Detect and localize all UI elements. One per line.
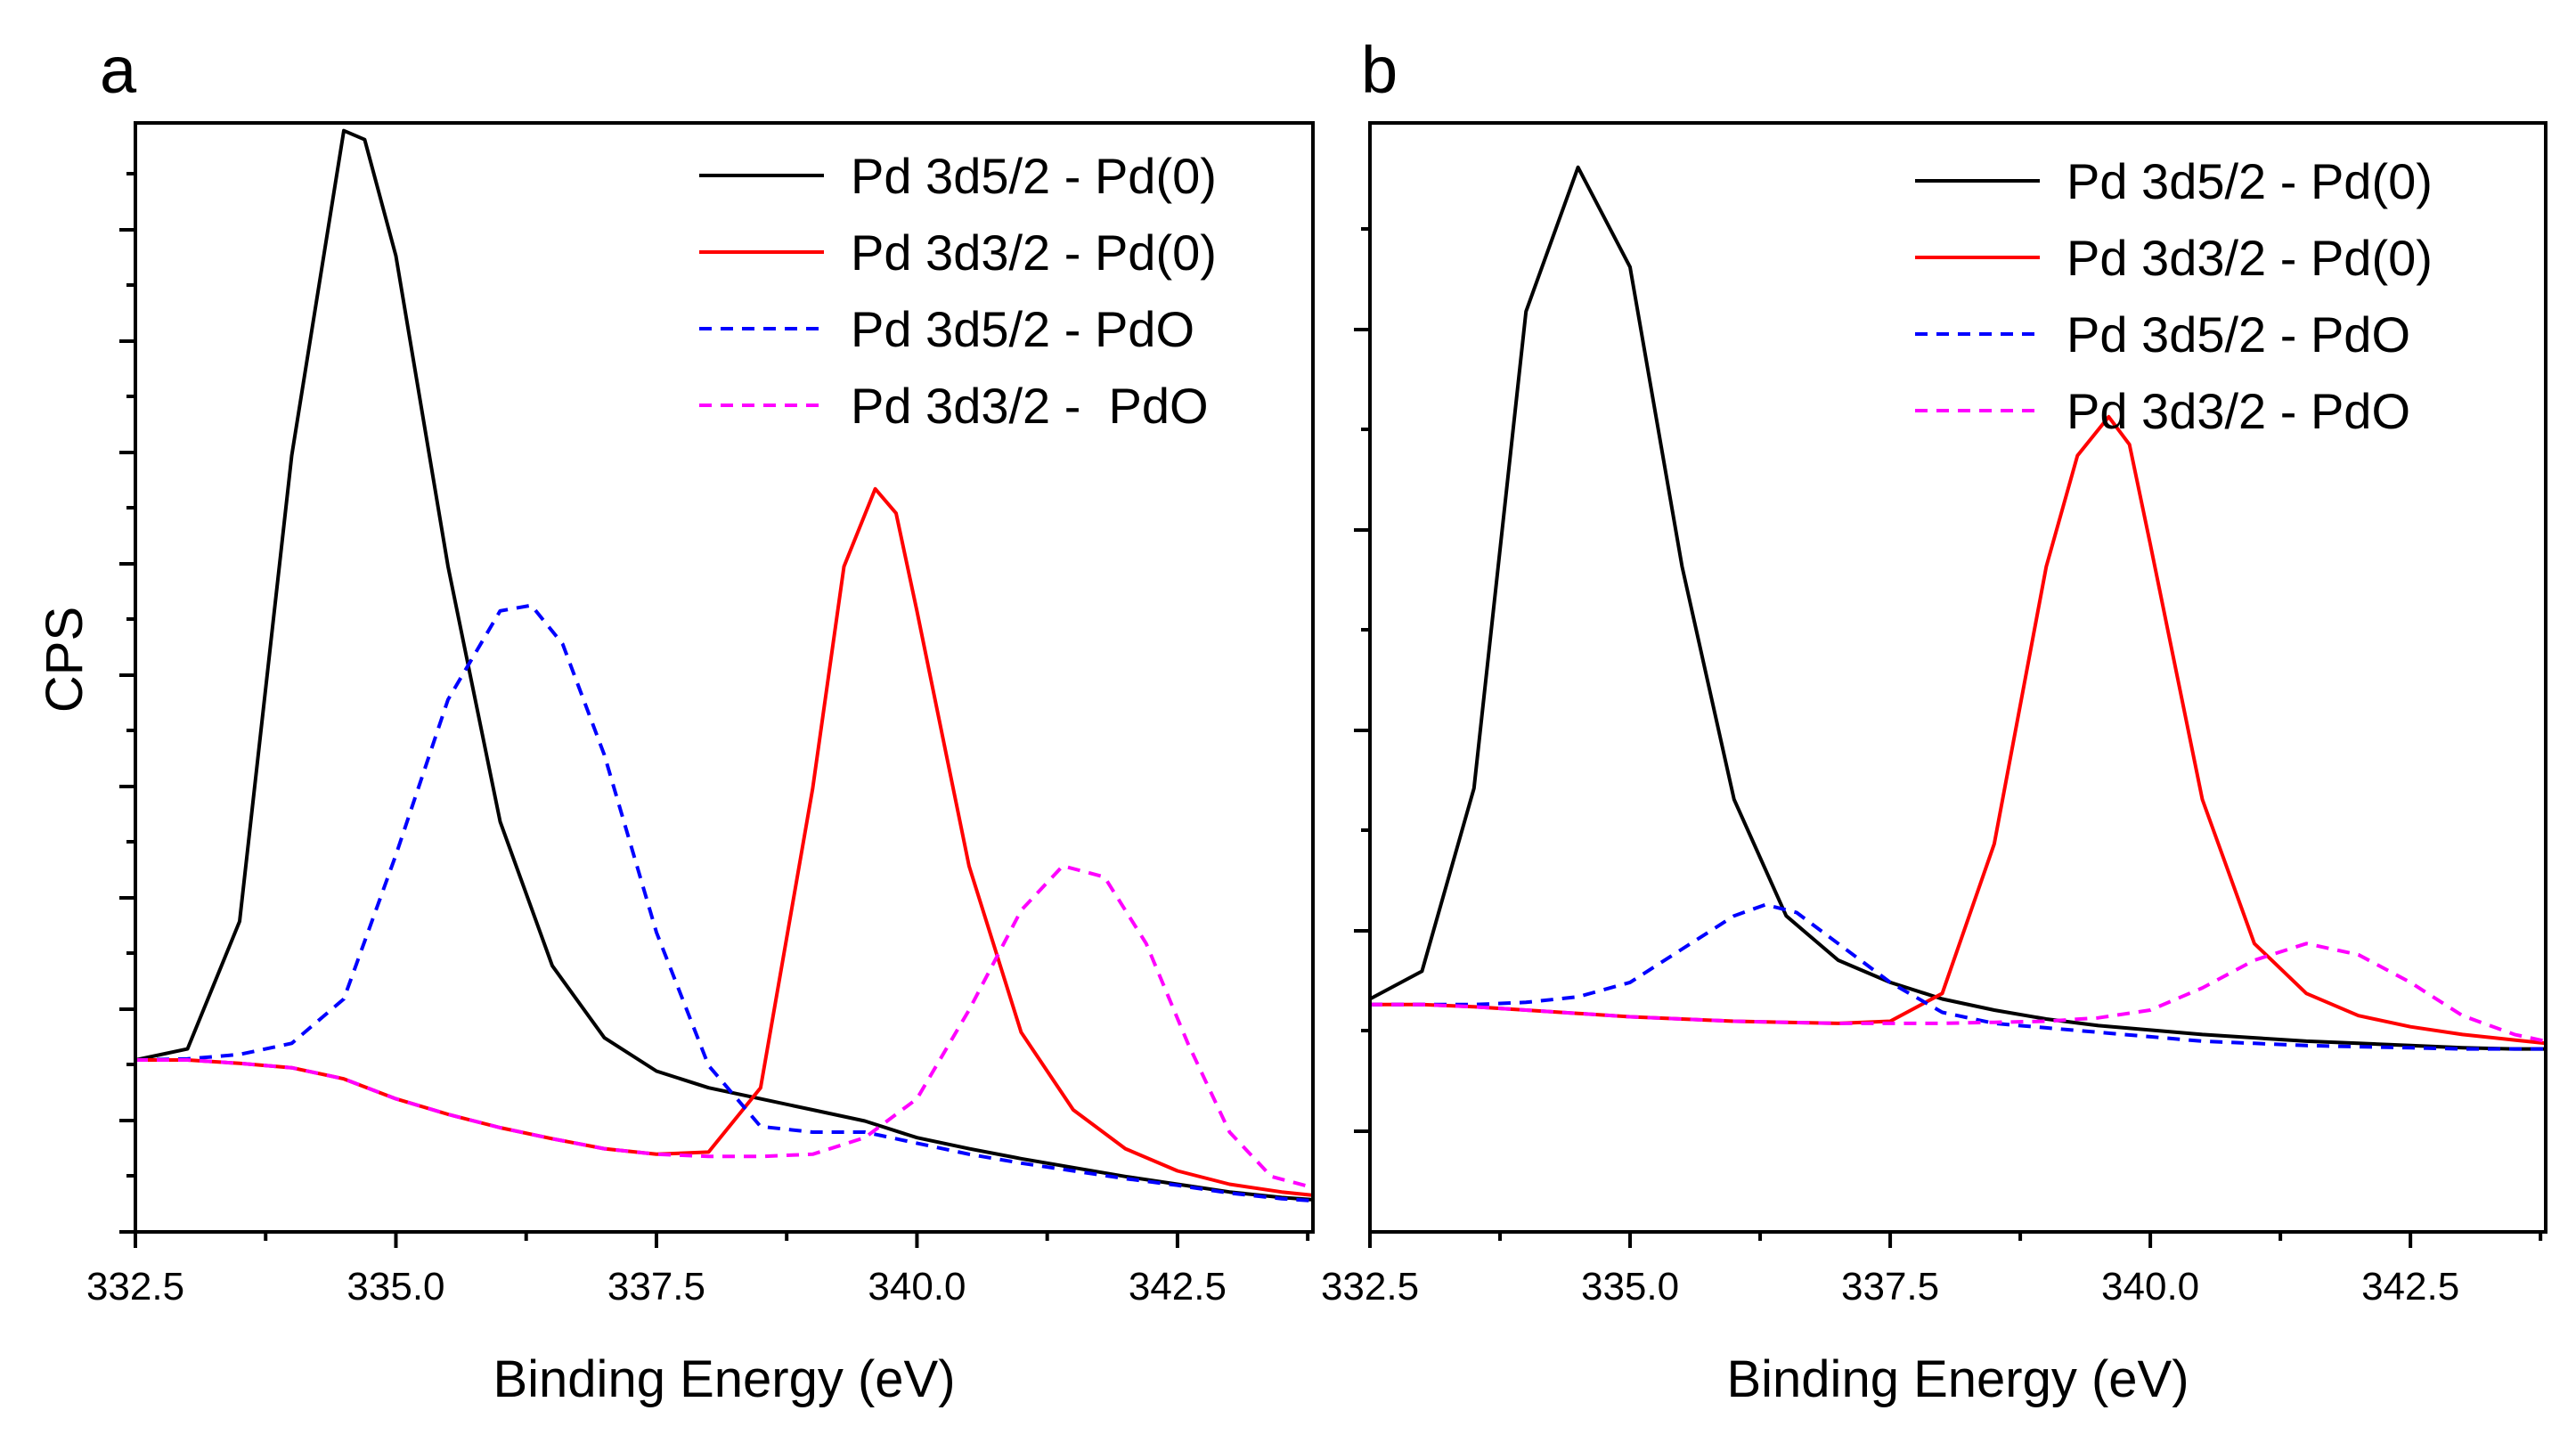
x-tick-label: 332.5 [1321,1265,1419,1308]
x-tick-label: 342.5 [1129,1265,1227,1308]
panel-label: b [1361,33,1398,107]
x-tick-label: 340.0 [2101,1265,2199,1308]
legend-entry-2: Pd 3d3/2 - Pd(0) [851,224,1217,281]
x-tick-label: 337.5 [1841,1265,1939,1308]
legend-entry-3: Pd 3d5/2 - PdO [851,301,1194,357]
panel-label: a [100,33,137,107]
plot-frame [134,121,1315,1234]
x-tick-label: 337.5 [607,1265,705,1308]
x-tick-label: 332.5 [86,1265,184,1308]
legend-entry-1: Pd 3d5/2 - Pd(0) [2067,153,2433,209]
series-line-4 [1370,942,2547,1043]
series-line-3 [135,603,1314,1203]
x-tick-label: 335.0 [346,1265,444,1308]
x-tick-label: 335.0 [1581,1265,1679,1308]
legend: Pd 3d5/2 - Pd(0) Pd 3d3/2 - Pd(0) Pd 3d5/2… [1915,153,2433,439]
legend-entry-1: Pd 3d5/2 - Pd(0) [851,148,1217,204]
x-tick-label: 340.0 [868,1265,966,1308]
legend-entry-4: Pd 3d3/2 - PdO [2067,383,2410,439]
series-line-1 [135,128,1314,1202]
series-line-2 [1370,414,2547,1046]
legend-entry-2: Pd 3d3/2 - Pd(0) [2067,230,2433,286]
series-line-4 [135,864,1314,1190]
x-tick-label: 342.5 [2361,1265,2459,1308]
x-axis-title: Binding Energy (eV) [1726,1350,2189,1408]
series-line-1 [1369,165,2546,1051]
x-axis-title: Binding Energy (eV) [493,1350,955,1408]
legend-entry-3: Pd 3d5/2 - PdO [2067,306,2410,363]
legend-entry-4: Pd 3d3/2 - PdO [851,378,1209,434]
series-line-3 [1370,902,2546,1051]
legend: Pd 3d5/2 - Pd(0) Pd 3d3/2 - Pd(0) Pd 3d5/2… [699,148,1217,434]
plot-frame [1368,121,2547,1234]
chart-panel-b: b 332.5 335.0 337.5 340.0 342.5 Binding Energy… [1321,33,2547,1408]
chart-panel-a: a 332.5 335.0 337.5 340.0 342.5 Binding Energy… [36,33,1315,1408]
y-axis-title: CPS [36,607,94,713]
